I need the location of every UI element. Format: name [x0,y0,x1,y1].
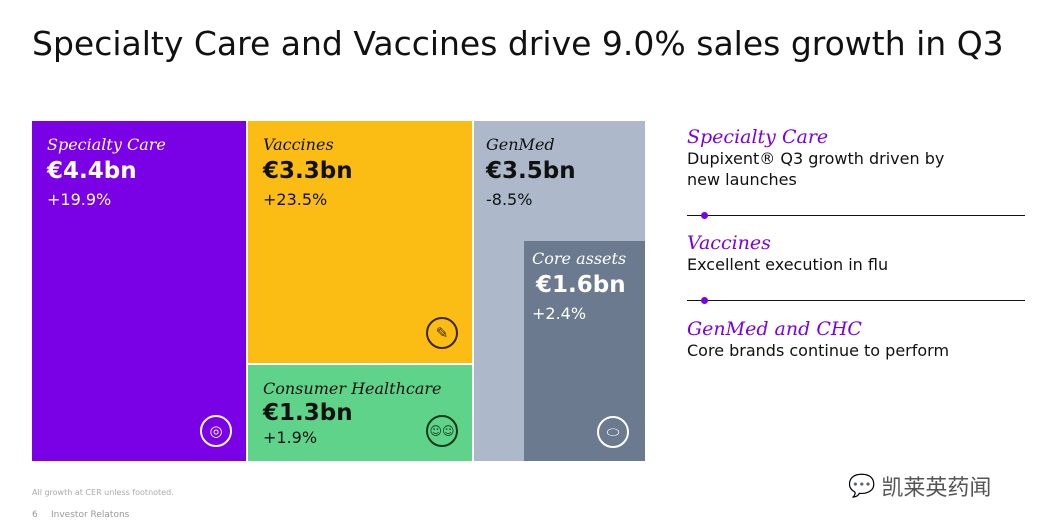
wechat-icon: 💬 [848,473,876,499]
tile-growth: +23.5% [263,190,328,209]
highlight-genmed-chc: GenMed and CHC Core brands continue to p… [687,318,949,361]
watermark: 💬 凯莱英药闻 [848,470,991,502]
tile-name: Consumer Healthcare [263,379,442,398]
highlight-text: Excellent execution in flu [687,255,889,274]
divider [687,212,1025,219]
pill-icon: ⬭ [597,416,629,448]
tile-consumer-healthcare: Consumer Healthcare €1.3bn +1.9% ☺☺ [248,365,472,461]
highlight-heading: GenMed and CHC [687,318,862,340]
syringe-icon: ✎ [426,317,458,349]
tile-growth: +2.4% [532,304,587,323]
highlight-heading: Specialty Care [687,126,829,148]
page-number: 6 [32,510,38,520]
tile-value: €3.3bn [263,158,353,184]
tile-name: Vaccines [263,135,334,154]
footer-label: Investor Relatons [51,510,130,520]
tile-vaccines: Vaccines €3.3bn +23.5% ✎ [248,121,472,363]
tile-growth: -8.5% [486,190,533,209]
tile-growth: +1.9% [263,428,318,447]
tile-name: Specialty Care [47,135,166,154]
tile-core-assets: Core assets €1.6bn +2.4% ⬭ [524,241,645,461]
highlight-vaccines: Vaccines Excellent execution in flu [687,232,888,275]
highlight-heading: Vaccines [687,232,771,254]
tile-specialty-care: Specialty Care €4.4bn +19.9% ◎ [32,121,246,461]
footnote: All growth at CER unless footnoted. [32,488,174,497]
tile-value: €4.4bn [47,158,137,184]
people-icon: ☺☺ [426,415,458,447]
page-title: Specialty Care and Vaccines drive 9.0% s… [32,24,1004,63]
tile-value: €1.6bn [536,272,626,298]
highlight-text: Core brands continue to perform [687,341,950,360]
highlight-text: Dupixent® Q3 growth driven by new launch… [687,149,945,189]
divider [687,297,1025,304]
tile-value: €3.5bn [486,158,576,184]
tile-value: €1.3bn [263,400,353,426]
highlight-specialty-care: Specialty Care Dupixent® Q3 growth drive… [687,126,957,190]
tile-name: Core assets [532,249,627,268]
tile-name: GenMed [486,135,555,154]
tile-growth: +19.9% [47,190,112,209]
target-icon: ◎ [200,415,232,447]
watermark-text: 凯莱英药闻 [881,476,992,501]
